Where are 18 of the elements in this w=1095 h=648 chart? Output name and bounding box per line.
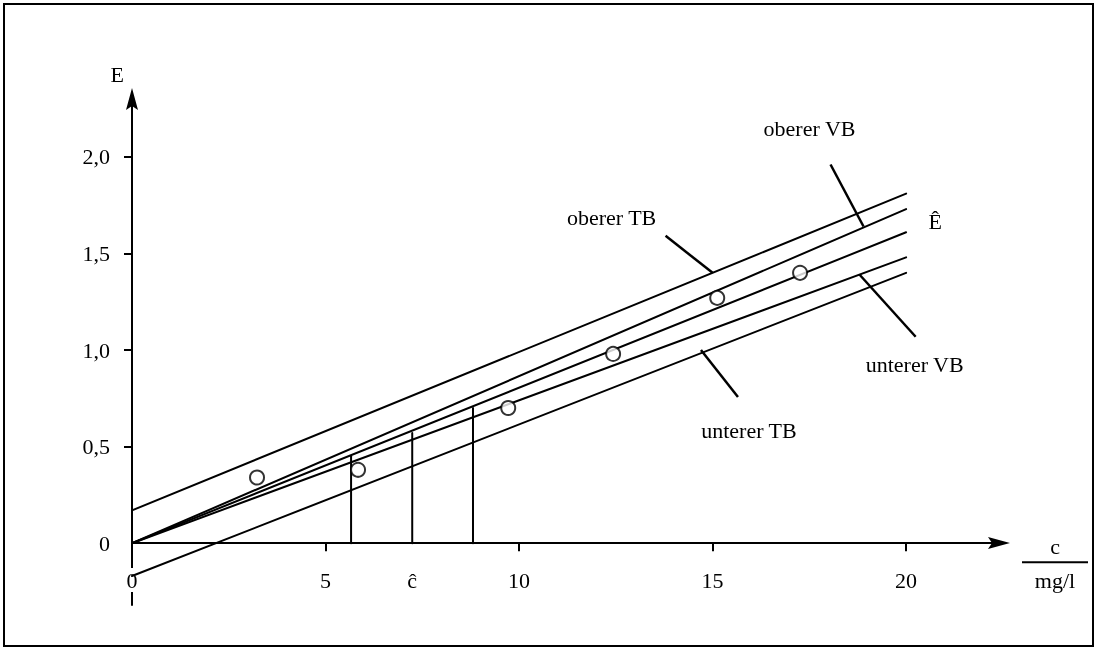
y-axis-title: E — [110, 61, 124, 87]
annotation: unterer VB — [865, 352, 964, 378]
x-axis-title: c mg/l — [1034, 533, 1076, 593]
annotation: ĉ — [407, 567, 418, 593]
y-tick-label: 0 — [99, 530, 110, 556]
y-tick-label: 2,0 — [82, 144, 110, 170]
x-tick-label: 5 — [320, 567, 332, 593]
annotation: Ê — [928, 208, 942, 234]
x-tick-label: 15 — [701, 567, 724, 593]
y-tick-label: 1,0 — [82, 337, 110, 363]
x-tick-label: 10 — [508, 567, 531, 593]
y-tick-label: 1,5 — [82, 241, 110, 266]
y-tick-label: 0,5 — [82, 434, 110, 460]
x-tick-label: 20 — [895, 567, 918, 593]
annotation: oberer TB — [566, 205, 657, 231]
x-tick-label: 0 — [126, 567, 138, 593]
annotation: oberer VB — [763, 115, 856, 141]
annotation: unterer TB — [701, 417, 797, 443]
